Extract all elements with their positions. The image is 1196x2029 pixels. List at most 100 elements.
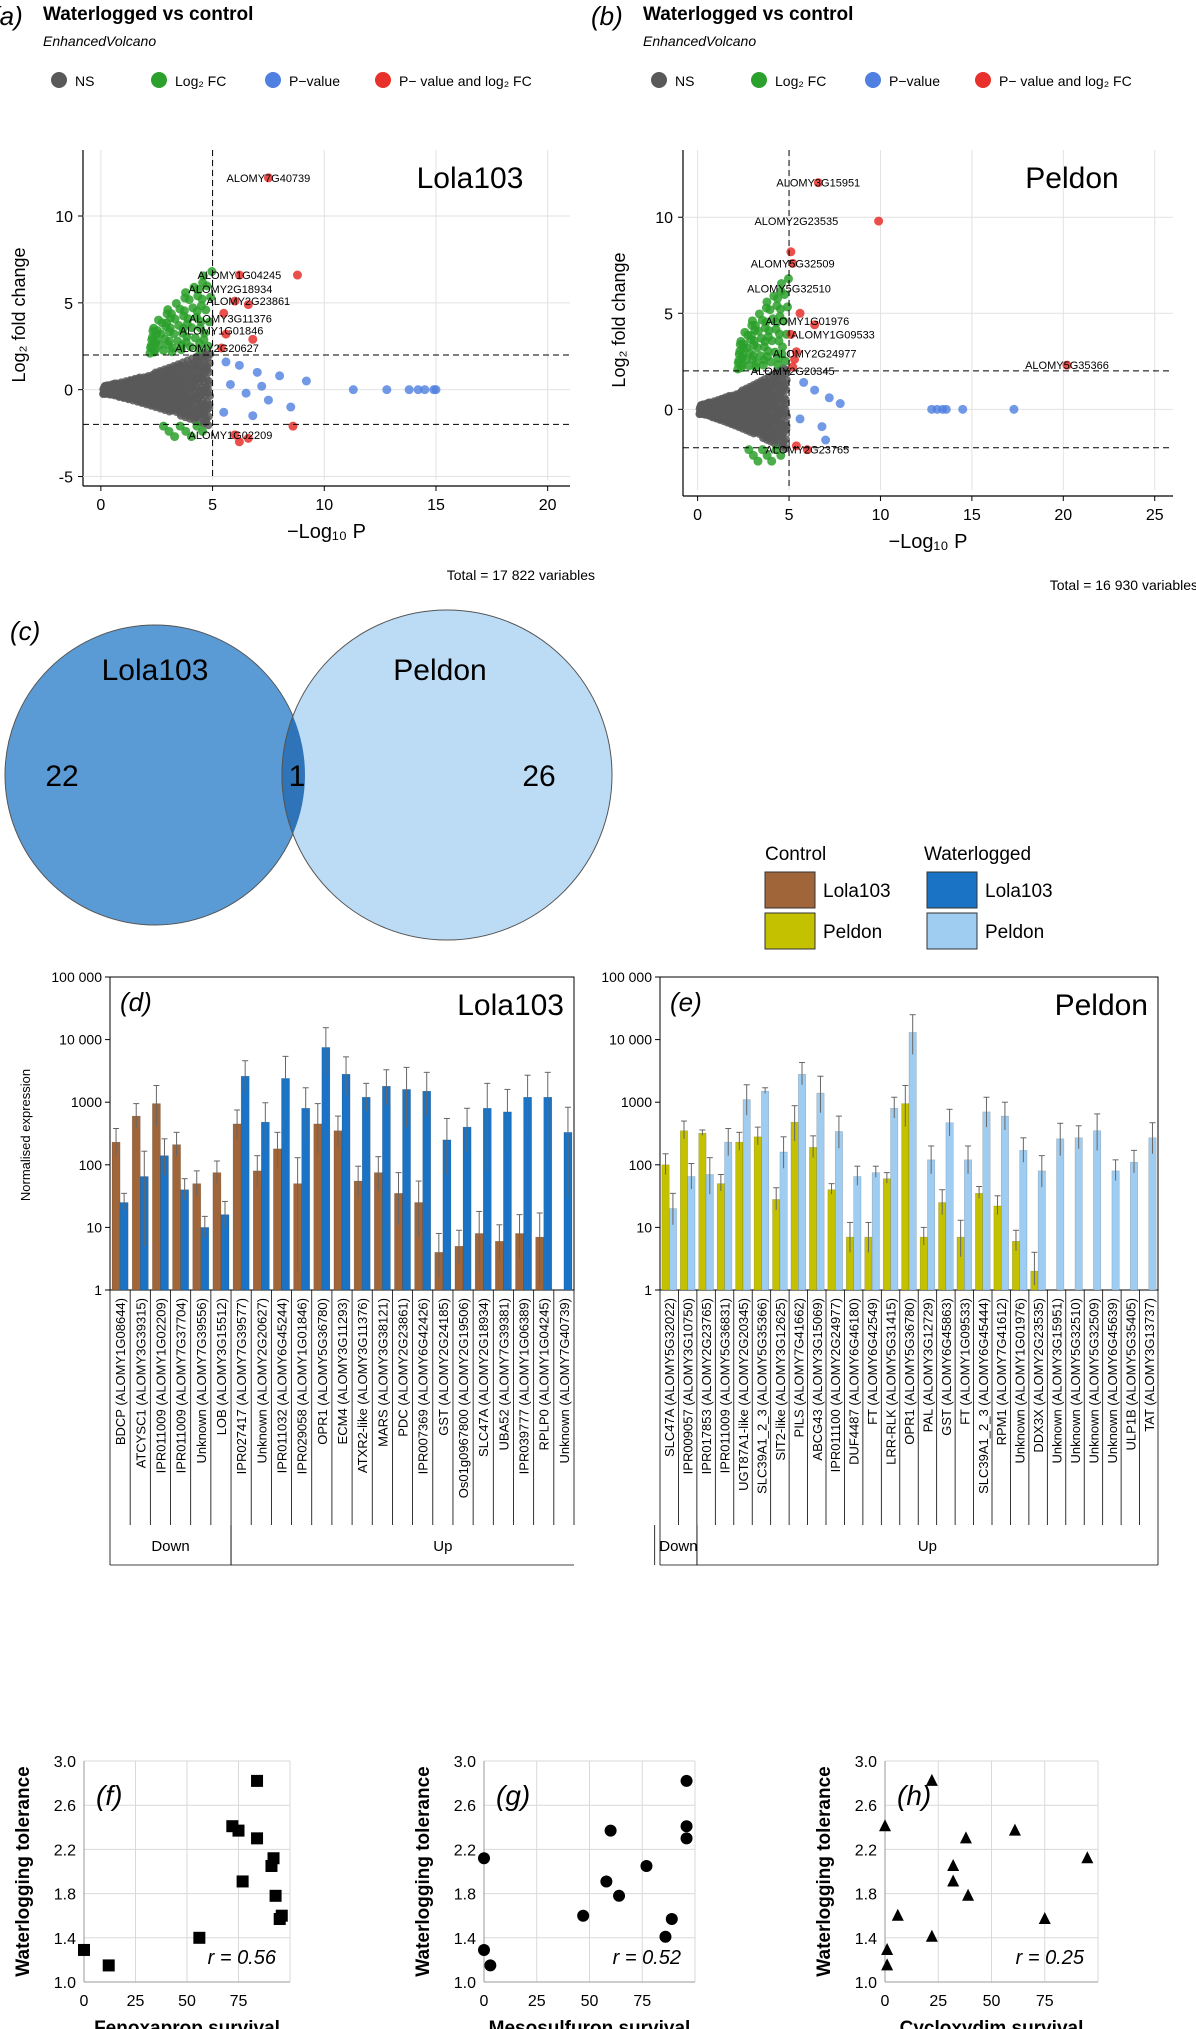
x-tick-label: 75 bbox=[633, 1993, 651, 2010]
pvalue-point bbox=[301, 376, 311, 386]
y-tick-label: 2.2 bbox=[54, 1842, 76, 1859]
y-axis-title: Waterlogging tolerance bbox=[13, 1766, 34, 1976]
ns-point bbox=[696, 401, 705, 410]
legend-swatch bbox=[926, 871, 978, 909]
ns-point bbox=[198, 367, 207, 376]
fc-point bbox=[149, 347, 159, 357]
y-tick-label: 3.0 bbox=[855, 1754, 877, 1771]
pvalue-point bbox=[252, 367, 262, 377]
category-label: PDC (ALOMY2G23861) bbox=[396, 1298, 411, 1437]
category-label: FT (ALOMY1G09533) bbox=[957, 1298, 972, 1425]
ns-point bbox=[202, 417, 211, 426]
waterlogged-bar bbox=[964, 1159, 972, 1291]
venn-left-count: 22 bbox=[45, 760, 78, 793]
y-axis-title: Waterlogging tolerance bbox=[814, 1766, 835, 1976]
x-axis-title: Mesosulfuron survival bbox=[489, 2018, 691, 2029]
category-label: TAT (ALOMY3G13737) bbox=[1142, 1298, 1157, 1432]
control-bar bbox=[192, 1183, 202, 1291]
y-axis-title: Log₂ fold change bbox=[609, 252, 629, 387]
category-label: IPR039777 (ALOMY1G06389) bbox=[517, 1298, 532, 1474]
legend-swatch bbox=[764, 871, 816, 909]
y-tick-label: 1.8 bbox=[855, 1887, 877, 1904]
control-bar bbox=[333, 1130, 343, 1291]
significant-point bbox=[813, 178, 823, 188]
control-bar bbox=[735, 1141, 744, 1291]
significant-point bbox=[288, 421, 298, 431]
gene-label: ALOMY1G01976 bbox=[765, 316, 849, 328]
fc-point bbox=[758, 360, 768, 370]
data-point bbox=[478, 1852, 490, 1865]
waterlogged-bar bbox=[1074, 1137, 1083, 1291]
ns-point bbox=[767, 429, 776, 438]
category-label: IPR009057 (ALOMY3G10750) bbox=[681, 1298, 696, 1474]
pvalue-point bbox=[348, 385, 358, 395]
fc-point bbox=[175, 304, 185, 314]
fc-point bbox=[736, 363, 746, 373]
fc-point bbox=[150, 338, 160, 348]
fc-point bbox=[768, 314, 778, 324]
x-tick-label: 0 bbox=[881, 1993, 890, 2010]
fc-point bbox=[773, 360, 783, 370]
category-label: GST (ALOMY2G24185) bbox=[436, 1298, 451, 1436]
pvalue-point bbox=[221, 357, 231, 367]
waterlogged-bar bbox=[871, 1172, 880, 1291]
gene-label: ALOMY2G20345 bbox=[751, 366, 835, 378]
y-tick-label: 100 000 bbox=[51, 969, 102, 985]
category-label: LRR-RLK (ALOMY5G31415) bbox=[884, 1298, 899, 1465]
fc-point bbox=[180, 293, 190, 303]
waterlogged-bar bbox=[1130, 1161, 1138, 1291]
gene-label: ALOMY1G01846 bbox=[180, 326, 264, 338]
fc-point bbox=[748, 355, 758, 365]
fc-point bbox=[204, 317, 214, 327]
ns-point bbox=[173, 374, 182, 383]
fc-point bbox=[776, 286, 786, 296]
waterlogged-bar bbox=[687, 1176, 696, 1291]
pvalue-point bbox=[404, 385, 414, 395]
ns-point bbox=[760, 403, 769, 412]
ns-point bbox=[167, 366, 176, 375]
ns-points bbox=[695, 364, 792, 453]
ns-point bbox=[126, 377, 135, 386]
category-label: RPLP0 (ALOMY1G04245) bbox=[537, 1298, 552, 1450]
waterlogged-bar bbox=[341, 1073, 351, 1291]
fc-point bbox=[192, 312, 202, 322]
gene-label: ALOMY1G02209 bbox=[189, 430, 273, 442]
fc-point bbox=[179, 311, 189, 321]
bar-y-axis-title: Normalised expression bbox=[18, 1069, 33, 1201]
panel-letter: (c) bbox=[10, 616, 40, 646]
legend-swatch-label: Peldon bbox=[823, 922, 882, 943]
data-point bbox=[478, 1943, 490, 1956]
data-point bbox=[959, 1831, 972, 1844]
x-axis-title: −Log₁₀ P bbox=[287, 521, 366, 543]
waterlogged-bar bbox=[908, 1032, 917, 1291]
pvalue-point bbox=[225, 379, 235, 389]
category-label: SLC39A1_2_3 (ALOMY6G45444) bbox=[976, 1298, 991, 1494]
waterlogged-bar bbox=[180, 1189, 189, 1291]
y-tick-label: 10 bbox=[636, 1219, 652, 1235]
y-axis-title: Waterlogging tolerance bbox=[413, 1766, 434, 1976]
ns-point bbox=[186, 407, 195, 416]
control-bar bbox=[680, 1130, 688, 1291]
pvalue-point bbox=[286, 402, 296, 412]
data-point bbox=[665, 1913, 678, 1926]
venn-left-label: Lola103 bbox=[102, 654, 209, 687]
x-tick-label: 50 bbox=[983, 1993, 1001, 2010]
panel-letter: (e) bbox=[670, 987, 702, 1017]
y-tick-label: 1.0 bbox=[855, 1975, 877, 1992]
category-label: UGT87A1-like (ALOMY2G20345) bbox=[736, 1298, 751, 1491]
panel-letter: (d) bbox=[120, 987, 152, 1017]
ns-point bbox=[100, 382, 109, 391]
control-bar bbox=[790, 1121, 799, 1291]
ns-point bbox=[732, 410, 741, 419]
cultivar-label: Peldon bbox=[1055, 989, 1148, 1022]
fc-points bbox=[733, 274, 793, 466]
x-tick-label: 15 bbox=[427, 497, 445, 514]
legend-dot bbox=[651, 72, 667, 88]
data-point bbox=[1038, 1912, 1051, 1925]
fc-point bbox=[203, 341, 213, 351]
control-bar bbox=[232, 1123, 242, 1291]
fc-point bbox=[753, 456, 763, 466]
fc-point bbox=[782, 302, 792, 312]
y-tick-label: 2.2 bbox=[454, 1842, 476, 1859]
data-point bbox=[269, 1889, 282, 1902]
